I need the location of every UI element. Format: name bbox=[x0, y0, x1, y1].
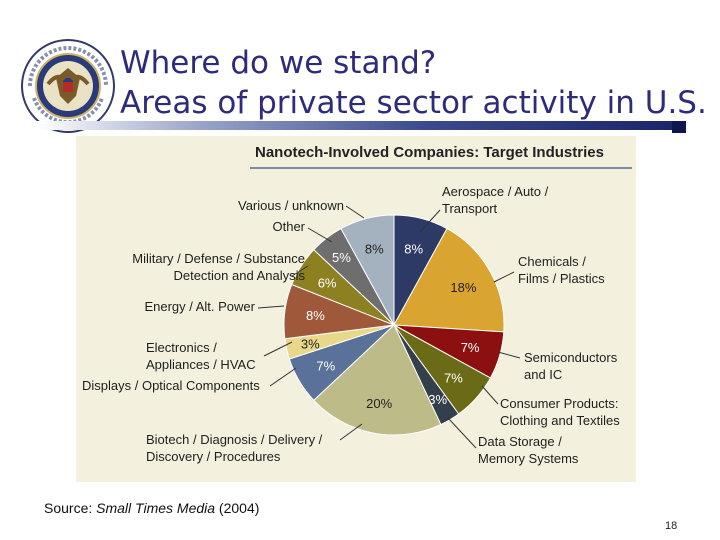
pie-slice-leader-line-11 bbox=[307, 227, 333, 243]
pie-slice-value-label-8: 3% bbox=[301, 337, 320, 352]
pie-slice-category-label-8: Electronics / Appliances / HVAC bbox=[146, 340, 256, 372]
pie-slice-leader-line-12 bbox=[345, 205, 365, 219]
pie-slice-category-label-6: Biotech / Diagnosis / Delivery / Discover… bbox=[146, 432, 323, 464]
pie-slice-category-label-7: Displays / Optical Components bbox=[82, 378, 260, 393]
pie-slice-category-label-5: Data Storage / Memory Systems bbox=[478, 434, 579, 466]
pie-slice-category-label-4: Consumer Products: Clothing and Textiles bbox=[500, 396, 620, 428]
slide-title-line-2: Areas of private sector activity in U.S. bbox=[120, 85, 707, 121]
pie-slice-leader-line-4 bbox=[481, 385, 499, 405]
pie-slice-category-label-1: Aerospace / Auto / Transport bbox=[442, 184, 549, 216]
pie-slice-leader-line-9 bbox=[257, 305, 285, 309]
pie-slice-leader-line-7 bbox=[269, 367, 297, 387]
pie-slice-category-label-9: Energy / Alt. Power bbox=[144, 299, 255, 314]
pie-slice-value-label-6: 20% bbox=[366, 396, 392, 411]
title-underline-bar bbox=[36, 121, 684, 130]
pie-slice-value-label-4: 7% bbox=[444, 370, 463, 385]
pie-slice-value-label-3: 7% bbox=[461, 340, 480, 355]
pie-slice-value-label-12: 8% bbox=[365, 241, 384, 256]
source-name: Small Times Media bbox=[96, 500, 216, 516]
pie-slice-value-label-5: 3% bbox=[428, 392, 447, 407]
pie-slice-value-label-7: 7% bbox=[316, 358, 335, 373]
pie-slice-leader-line-1 bbox=[419, 209, 441, 233]
pie-slice-leader-line-10 bbox=[291, 265, 309, 277]
source-label: Source: bbox=[44, 500, 97, 516]
chart-title-rule bbox=[250, 167, 632, 169]
pie-slice-category-label-3: Semiconductors and IC bbox=[524, 350, 618, 382]
pie-slice-category-label-11: Other bbox=[272, 219, 305, 234]
page-number: 18 bbox=[665, 520, 678, 532]
pie-slice-leader-line-6 bbox=[339, 423, 363, 441]
source-year: (2004) bbox=[215, 500, 260, 516]
pie-slice-2 bbox=[393, 227, 505, 333]
pie-slice-category-label-2: Chemicals / Films / Plastics bbox=[518, 254, 605, 286]
pie-slice-12 bbox=[340, 214, 395, 326]
pie-slice-value-label-11: 5% bbox=[332, 250, 351, 265]
pie-slice-value-label-1: 8% bbox=[404, 241, 423, 256]
source-citation: Source: Small Times Media (2004) bbox=[44, 500, 259, 516]
pie-slice-leader-line-3 bbox=[497, 351, 521, 359]
pie-slice-leader-line-2 bbox=[493, 271, 515, 283]
pie-slice-value-label-2: 18% bbox=[450, 280, 476, 295]
chart-title: Nanotech-Involved Companies: Target Indu… bbox=[255, 144, 604, 161]
pie-slice-category-label-12: Various / unknown bbox=[238, 198, 344, 213]
title-underline-end-block bbox=[672, 121, 686, 133]
pie-slice-category-label-10: Military / Defense / Substance Detection … bbox=[132, 251, 305, 283]
pie-slice-leader-line-5 bbox=[447, 417, 477, 449]
slide-title-line-1: Where do we stand? bbox=[120, 45, 437, 81]
pie-slice-leader-line-8 bbox=[263, 341, 293, 357]
pie-slice-6 bbox=[313, 324, 442, 436]
pie-slice-value-label-10: 6% bbox=[318, 276, 337, 291]
presidential-seal-logo bbox=[21, 39, 115, 133]
pie-slice-value-label-9: 8% bbox=[306, 308, 325, 323]
